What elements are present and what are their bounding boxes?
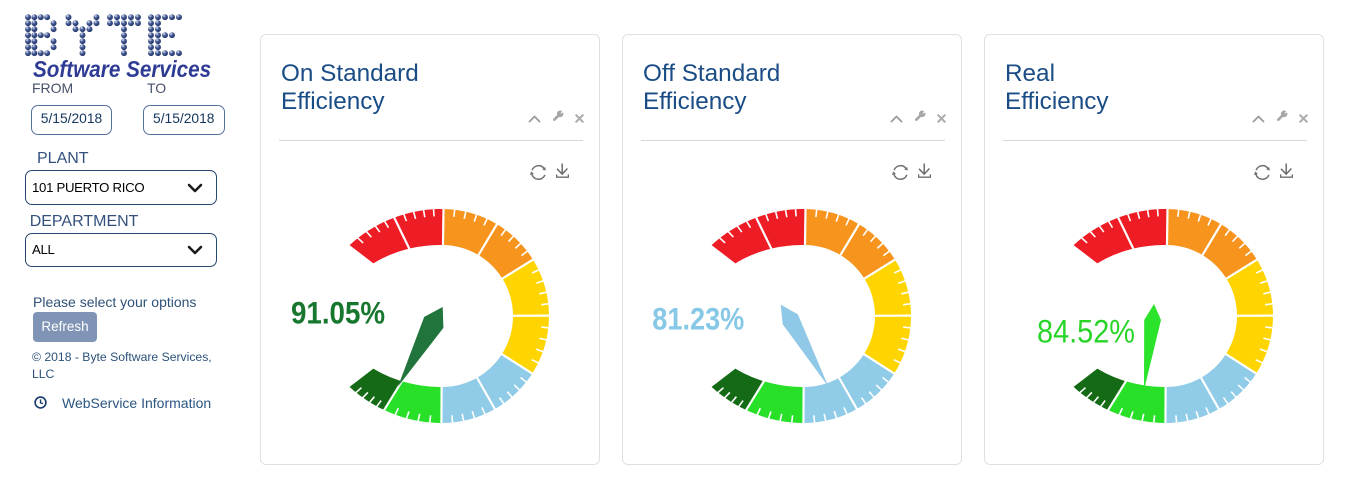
svg-text:84.52%: 84.52%: [1037, 314, 1135, 350]
svg-text:91.05%: 91.05%: [291, 295, 385, 331]
svg-text:81.23%: 81.23%: [652, 301, 744, 337]
